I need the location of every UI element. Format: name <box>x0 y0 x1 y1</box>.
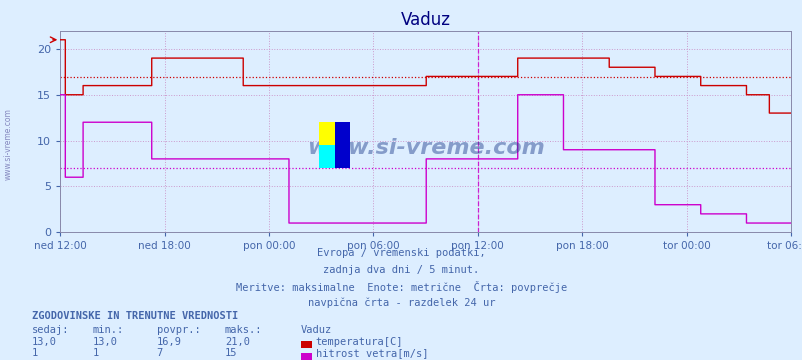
Text: 13,0: 13,0 <box>32 337 57 347</box>
Bar <box>319 122 334 145</box>
Text: zadnja dva dni / 5 minut.: zadnja dva dni / 5 minut. <box>323 265 479 275</box>
Text: maks.:: maks.: <box>225 325 262 335</box>
Text: ZGODOVINSKE IN TRENUTNE VREDNOSTI: ZGODOVINSKE IN TRENUTNE VREDNOSTI <box>32 311 238 321</box>
Text: Vaduz: Vaduz <box>301 325 332 335</box>
Text: www.si-vreme.com: www.si-vreme.com <box>306 138 544 158</box>
Text: Evropa / vremenski podatki,: Evropa / vremenski podatki, <box>317 248 485 258</box>
Text: 7: 7 <box>156 348 163 359</box>
Bar <box>319 145 334 168</box>
Text: 1: 1 <box>92 348 99 359</box>
Text: 13,0: 13,0 <box>92 337 117 347</box>
Text: www.si-vreme.com: www.si-vreme.com <box>3 108 13 180</box>
Text: navpična črta - razdelek 24 ur: navpična črta - razdelek 24 ur <box>307 297 495 307</box>
Text: 15: 15 <box>225 348 237 359</box>
Title: Vaduz: Vaduz <box>400 11 450 29</box>
Text: temperatura[C]: temperatura[C] <box>315 337 403 347</box>
Text: sedaj:: sedaj: <box>32 325 70 335</box>
Text: 16,9: 16,9 <box>156 337 181 347</box>
Text: 21,0: 21,0 <box>225 337 249 347</box>
Text: 1: 1 <box>32 348 38 359</box>
Text: povpr.:: povpr.: <box>156 325 200 335</box>
Text: min.:: min.: <box>92 325 124 335</box>
Bar <box>334 122 350 168</box>
Text: Meritve: maksimalne  Enote: metrične  Črta: povprečje: Meritve: maksimalne Enote: metrične Črta… <box>236 281 566 293</box>
Text: hitrost vetra[m/s]: hitrost vetra[m/s] <box>315 348 427 359</box>
